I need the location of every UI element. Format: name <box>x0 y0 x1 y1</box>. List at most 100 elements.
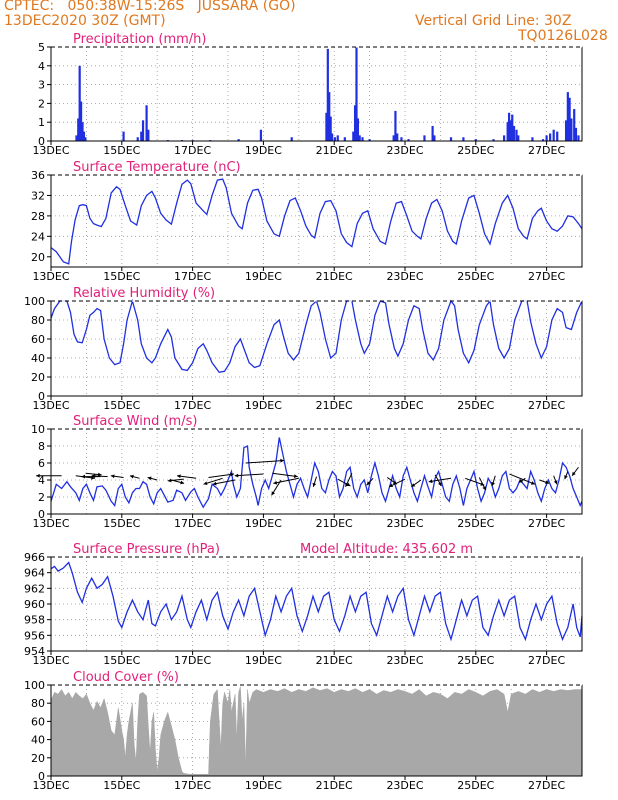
x-tick-label: 25DEC <box>457 399 494 412</box>
x-tick-label: 13DEC <box>32 779 69 792</box>
y-tick-label: 6 <box>38 457 45 470</box>
panel-frame <box>50 300 583 397</box>
x-tick-label: 21DEC <box>316 270 353 283</box>
wind-arrowhead <box>366 481 371 486</box>
x-tick-label: 13DEC <box>32 270 69 283</box>
y-tick-label: 956 <box>24 629 45 642</box>
precip-bar <box>368 139 371 141</box>
wind-arrow <box>273 477 299 484</box>
x-tick-label: 19DEC <box>245 270 282 283</box>
precip-bar <box>356 118 360 141</box>
y-tick-label: 8 <box>38 440 45 453</box>
wind-arrow <box>234 473 264 477</box>
wind-arrowhead <box>312 482 317 487</box>
x-tick-label: 27DEC <box>528 654 565 667</box>
precip-bar <box>517 135 520 141</box>
x-tick-label: 17DEC <box>174 270 211 283</box>
wind-arrowhead <box>180 480 185 485</box>
vertical-grid-note: Vertical Grid Line: 30Z <box>415 13 572 29</box>
y-tick-label: 24 <box>31 230 45 243</box>
wind-arrowhead <box>203 481 208 486</box>
precip-bar <box>449 137 453 141</box>
x-tick-label: 13DEC <box>32 654 69 667</box>
panel-2 <box>47 298 583 400</box>
x-tick-label: 13DEC <box>32 144 69 157</box>
x-tick-label: 25DEC <box>457 144 494 157</box>
precip-bar <box>512 125 516 141</box>
precip-bar <box>507 112 511 141</box>
y-tick-label: 2 <box>38 97 45 110</box>
x-tick-label: 15DEC <box>103 399 140 412</box>
panel-title: Cloud Cover (%) <box>73 670 179 685</box>
precip-bar <box>352 131 355 141</box>
series-line <box>50 437 583 509</box>
y-tick-label: 1 <box>38 116 45 129</box>
wind-arrowhead <box>273 480 278 485</box>
x-tick-label: 23DEC <box>386 399 423 412</box>
series-line <box>50 178 583 265</box>
precip-bar <box>396 133 399 141</box>
wind-arrowhead <box>36 473 40 478</box>
x-tick-label: 17DEC <box>174 517 211 530</box>
precip-bar <box>474 139 477 141</box>
y-tick-label: 0 <box>38 390 45 403</box>
wind-arrowhead <box>97 472 102 477</box>
precip-bar <box>549 133 552 141</box>
y-tick-label: 0 <box>38 135 45 148</box>
precip-bar <box>141 120 145 141</box>
x-tick-label: 15DEC <box>103 517 140 530</box>
panel-0 <box>47 46 583 145</box>
x-tick-label: 19DEC <box>245 779 282 792</box>
wind-arrowhead <box>438 481 442 486</box>
precip-bar <box>290 137 293 141</box>
wind-arrowhead <box>564 475 568 480</box>
precip-bar <box>343 137 346 141</box>
precip-bar <box>145 105 148 141</box>
x-tick-label: 17DEC <box>174 399 211 412</box>
precip-bar <box>568 97 571 141</box>
wind-arrowhead <box>389 483 394 488</box>
y-tick-label: 80 <box>31 697 45 710</box>
x-tick-label: 21DEC <box>316 144 353 157</box>
precip-bar <box>147 129 150 141</box>
precip-bar <box>433 135 436 141</box>
y-tick-label: 964 <box>24 567 45 580</box>
precip-bar <box>570 118 573 141</box>
x-tick-label: 23DEC <box>386 270 423 283</box>
y-tick-label: 80 <box>31 314 45 327</box>
precip-bar <box>392 135 395 141</box>
precip-bar <box>506 122 509 141</box>
precip-bar <box>84 137 87 141</box>
wind-arrow <box>208 473 235 478</box>
wind-arrow <box>428 477 452 483</box>
precip-bar <box>509 120 512 141</box>
date-header: 13DEC2020 30Z (GMT) <box>4 13 166 29</box>
precip-bar <box>577 135 580 141</box>
x-tick-label: 15DEC <box>103 779 140 792</box>
precip-bar <box>400 137 403 141</box>
precip-bar <box>336 135 339 141</box>
precip-bar <box>566 92 569 141</box>
precip-bar <box>574 127 578 141</box>
panel-frame <box>50 46 583 142</box>
x-tick-label: 19DEC <box>245 144 282 157</box>
precip-bar <box>545 135 548 141</box>
panel-1 <box>47 174 583 271</box>
wind-arrowhead <box>280 458 284 463</box>
wind-arrowhead <box>518 479 523 483</box>
wind-arrow <box>509 473 536 485</box>
x-tick-label: 27DEC <box>528 517 565 530</box>
x-tick-label: 17DEC <box>174 654 211 667</box>
wind-arrowhead <box>81 474 85 479</box>
y-tick-label: 960 <box>24 598 45 611</box>
x-tick-label: 15DEC <box>103 270 140 283</box>
wind-arrowhead <box>294 474 298 479</box>
x-tick-label: 13DEC <box>32 517 69 530</box>
x-tick-label: 25DEC <box>457 654 494 667</box>
precip-bar <box>81 122 84 141</box>
precip-bar <box>329 116 332 141</box>
x-tick-label: 23DEC <box>386 654 423 667</box>
precip-bar <box>355 47 358 141</box>
x-tick-label: 21DEC <box>316 517 353 530</box>
